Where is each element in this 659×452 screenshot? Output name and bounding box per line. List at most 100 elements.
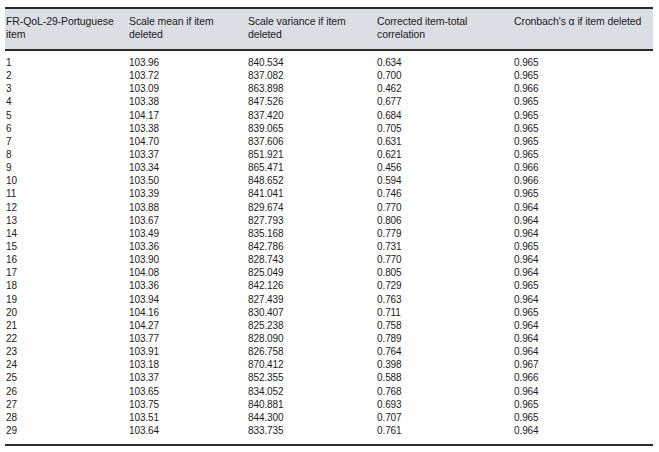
cell-scale-variance: 834.052 bbox=[247, 385, 376, 398]
cell-item: 21 bbox=[5, 319, 128, 332]
cell-cronbach-alpha: 0.965 bbox=[513, 187, 653, 200]
cell-scale-variance: 837.420 bbox=[247, 109, 376, 122]
table-row: 8103.37851.9210.6210.965 bbox=[5, 148, 653, 161]
cell-item-total-correlation: 0.631 bbox=[376, 135, 513, 148]
cell-item-total-correlation: 0.770 bbox=[376, 201, 513, 214]
cell-item: 18 bbox=[5, 279, 128, 292]
cell-item: 20 bbox=[5, 306, 128, 319]
cell-item: 25 bbox=[5, 371, 128, 384]
cell-scale-variance: 841.041 bbox=[247, 187, 376, 200]
cell-item: 5 bbox=[5, 109, 128, 122]
cell-item-total-correlation: 0.594 bbox=[376, 174, 513, 187]
cell-item: 19 bbox=[5, 293, 128, 306]
cell-item-total-correlation: 0.731 bbox=[376, 240, 513, 253]
cell-scale-mean: 103.94 bbox=[128, 293, 247, 306]
cell-cronbach-alpha: 0.966 bbox=[513, 174, 653, 187]
cell-scale-variance: 835.168 bbox=[247, 227, 376, 240]
cell-scale-variance: 830.407 bbox=[247, 306, 376, 319]
cell-item: 16 bbox=[5, 253, 128, 266]
cell-cronbach-alpha: 0.964 bbox=[513, 293, 653, 306]
table-row: 6103.38839.0650.7050.965 bbox=[5, 122, 653, 135]
cell-scale-mean: 103.18 bbox=[128, 358, 247, 371]
table-row: 10103.50848.6520.5940.966 bbox=[5, 174, 653, 187]
cell-item: 7 bbox=[5, 135, 128, 148]
cell-scale-variance: 848.652 bbox=[247, 174, 376, 187]
table-row: 15103.36842.7860.7310.965 bbox=[5, 240, 653, 253]
cell-item: 22 bbox=[5, 332, 128, 345]
table-row: 21104.27825.2380.7580.964 bbox=[5, 319, 653, 332]
cell-item-total-correlation: 0.621 bbox=[376, 148, 513, 161]
cell-cronbach-alpha: 0.964 bbox=[513, 214, 653, 227]
table-row: 25103.37852.3550.5880.966 bbox=[5, 371, 653, 384]
cell-scale-mean: 103.77 bbox=[128, 332, 247, 345]
cell-scale-variance: 842.126 bbox=[247, 279, 376, 292]
cell-scale-variance: 833.735 bbox=[247, 424, 376, 437]
cell-scale-mean: 103.34 bbox=[128, 161, 247, 174]
cell-item-total-correlation: 0.462 bbox=[376, 82, 513, 95]
cell-item-total-correlation: 0.711 bbox=[376, 306, 513, 319]
cell-scale-mean: 104.08 bbox=[128, 266, 247, 279]
cell-scale-mean: 104.27 bbox=[128, 319, 247, 332]
cell-scale-variance: 844.300 bbox=[247, 411, 376, 424]
cell-cronbach-alpha: 0.967 bbox=[513, 358, 653, 371]
col-header-cronbach-alpha: Cronbach's α if item deleted bbox=[513, 9, 653, 49]
cell-scale-variance: 837.606 bbox=[247, 135, 376, 148]
cell-scale-mean: 103.50 bbox=[128, 174, 247, 187]
cell-item: 17 bbox=[5, 266, 128, 279]
table-row: 12103.88829.6740.7700.964 bbox=[5, 201, 653, 214]
col-header-scale-variance: Scale variance if item deleted bbox=[247, 9, 376, 49]
col-header-item-total-correlation: Corrected item-total correlation bbox=[376, 9, 513, 49]
cell-scale-mean: 103.09 bbox=[128, 82, 247, 95]
cell-scale-mean: 103.75 bbox=[128, 398, 247, 411]
cell-item-total-correlation: 0.805 bbox=[376, 266, 513, 279]
cell-cronbach-alpha: 0.964 bbox=[513, 253, 653, 266]
cell-item-total-correlation: 0.677 bbox=[376, 95, 513, 108]
cell-cronbach-alpha: 0.965 bbox=[513, 56, 653, 69]
cell-cronbach-alpha: 0.965 bbox=[513, 69, 653, 82]
table-row: 2103.72837.0820.7000.965 bbox=[5, 69, 653, 82]
cell-cronbach-alpha: 0.966 bbox=[513, 161, 653, 174]
cell-scale-variance: 828.743 bbox=[247, 253, 376, 266]
cell-cronbach-alpha: 0.964 bbox=[513, 227, 653, 240]
table-row: 22103.77828.0900.7890.964 bbox=[5, 332, 653, 345]
cell-item-total-correlation: 0.634 bbox=[376, 56, 513, 69]
table-row: 7104.70837.6060.6310.965 bbox=[5, 135, 653, 148]
cell-item-total-correlation: 0.764 bbox=[376, 345, 513, 358]
cell-cronbach-alpha: 0.964 bbox=[513, 319, 653, 332]
cell-item: 3 bbox=[5, 82, 128, 95]
cell-scale-variance: 827.439 bbox=[247, 293, 376, 306]
cell-item-total-correlation: 0.763 bbox=[376, 293, 513, 306]
cell-item-total-correlation: 0.398 bbox=[376, 358, 513, 371]
cell-cronbach-alpha: 0.965 bbox=[513, 148, 653, 161]
cell-item: 26 bbox=[5, 385, 128, 398]
cell-item: 8 bbox=[5, 148, 128, 161]
cell-cronbach-alpha: 0.965 bbox=[513, 240, 653, 253]
cell-cronbach-alpha: 0.965 bbox=[513, 95, 653, 108]
cell-cronbach-alpha: 0.965 bbox=[513, 122, 653, 135]
table-row: 16103.90828.7430.7700.964 bbox=[5, 253, 653, 266]
cell-scale-mean: 103.72 bbox=[128, 69, 247, 82]
cell-scale-mean: 103.36 bbox=[128, 240, 247, 253]
cell-item: 27 bbox=[5, 398, 128, 411]
cell-cronbach-alpha: 0.966 bbox=[513, 82, 653, 95]
cell-cronbach-alpha: 0.965 bbox=[513, 109, 653, 122]
table-header-row: FR-QoL-29-Portuguese item Scale mean if … bbox=[5, 9, 653, 51]
cell-cronbach-alpha: 0.965 bbox=[513, 411, 653, 424]
cell-item: 14 bbox=[5, 227, 128, 240]
table-row: 24103.18870.4120.3980.967 bbox=[5, 358, 653, 371]
cell-item-total-correlation: 0.705 bbox=[376, 122, 513, 135]
col-header-scale-mean: Scale mean if item deleted bbox=[128, 9, 247, 49]
cell-item: 28 bbox=[5, 411, 128, 424]
cell-item: 6 bbox=[5, 122, 128, 135]
cell-scale-mean: 103.96 bbox=[128, 56, 247, 69]
cell-cronbach-alpha: 0.965 bbox=[513, 279, 653, 292]
table-row: 29103.64833.7350.7610.964 bbox=[5, 424, 653, 437]
table-row: 27103.75840.8810.6930.965 bbox=[5, 398, 653, 411]
cell-scale-mean: 103.51 bbox=[128, 411, 247, 424]
col-header-item: FR-QoL-29-Portuguese item bbox=[5, 9, 128, 49]
cell-scale-mean: 103.67 bbox=[128, 214, 247, 227]
table-row: 11103.39841.0410.7460.965 bbox=[5, 187, 653, 200]
cell-item-total-correlation: 0.768 bbox=[376, 385, 513, 398]
cell-scale-mean: 103.90 bbox=[128, 253, 247, 266]
cell-cronbach-alpha: 0.964 bbox=[513, 385, 653, 398]
